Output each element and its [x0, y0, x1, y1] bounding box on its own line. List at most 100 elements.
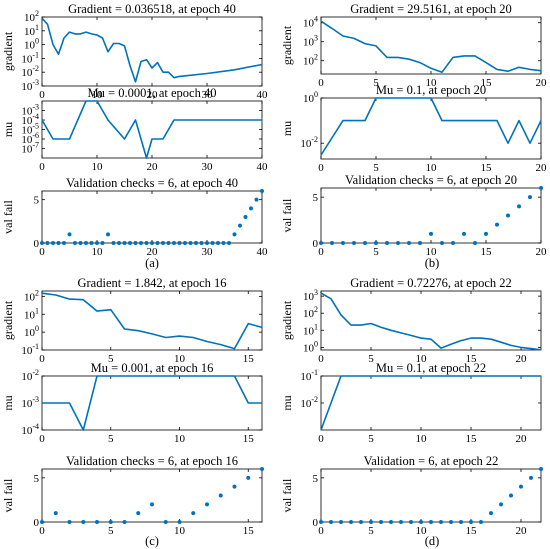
chart-panel-b-2: Mu = 0.1, at epoch 20 mu 0 5 10 15 20 100 10-2 [280, 83, 547, 174]
data-point [232, 484, 237, 489]
series-line [320, 292, 542, 351]
x-tick-label: 0 [318, 77, 324, 89]
chart-title: Mu = 0.001, at epoch 16 [91, 361, 214, 375]
x-tick-label: 0 [318, 525, 324, 537]
data-point [172, 241, 176, 245]
x-tick-label: 10 [426, 162, 438, 174]
data-point [205, 241, 209, 245]
x-tick-label: 10 [174, 353, 186, 365]
y-axis-label: val fail [280, 478, 294, 512]
x-tick-label: 20 [536, 246, 548, 258]
data-point [183, 241, 187, 245]
chart-title: Validation checks = 6, at epoch 20 [345, 173, 517, 187]
axes-box [41, 16, 263, 87]
chart-panel-b-3: Validation checks = 6, at epoch 20 val fa… [280, 173, 547, 258]
axes-box [41, 468, 263, 523]
y-tick-label: 5 [34, 195, 40, 207]
y-tick-label: 102 [24, 9, 39, 24]
data-point [210, 241, 215, 245]
x-tick-label: 0 [318, 246, 324, 258]
x-tick-label: 10 [92, 246, 104, 258]
data-point [73, 241, 77, 245]
x-tick-label: 0 [39, 246, 45, 258]
data-point [385, 241, 389, 245]
x-tick-label: 5 [368, 525, 374, 537]
data-point [529, 475, 533, 480]
data-point [341, 241, 345, 245]
y-axis-label: val fail [280, 198, 294, 232]
chart-title: Mu = 0.1, at epoch 22 [376, 361, 486, 375]
data-point [161, 241, 165, 245]
y-tick-label: 100 [24, 37, 39, 52]
data-point [144, 241, 149, 245]
data-point [205, 502, 209, 507]
axes-box [41, 190, 263, 244]
x-tick-label: 0 [39, 525, 45, 537]
x-tick-label: 0 [39, 161, 45, 173]
x-tick-label: 20 [516, 433, 528, 445]
y-tick-label: 103 [303, 288, 318, 303]
x-tick-label: 0 [39, 353, 45, 365]
x-tick-label: 10 [416, 353, 428, 365]
y-tick-label: 10-1 [21, 342, 39, 357]
x-tick-label: 30 [202, 161, 214, 173]
data-point [136, 511, 141, 516]
data-point [191, 511, 196, 516]
chart-title: Mu = 0.1, at epoch 20 [376, 83, 486, 97]
x-tick-label: 30 [202, 89, 214, 101]
data-point [489, 511, 493, 516]
data-point [479, 520, 483, 524]
y-axis-label: gradient [1, 300, 15, 340]
y-tick-label: 100 [24, 324, 39, 339]
chart-panel-d-2: Mu = 0.1, at epoch 22 mu 0 5 10 15 20 10-1 10-2 [280, 361, 542, 445]
y-tick-label: 102 [303, 305, 318, 320]
data-point [359, 520, 363, 524]
x-tick-label: 15 [481, 162, 493, 174]
series-line [320, 97, 542, 156]
y-tick-label: 5 [34, 473, 40, 485]
y-tick-label: 10-2 [300, 135, 318, 150]
y-tick-label: 10-1 [300, 368, 318, 383]
x-tick-label: 15 [243, 525, 255, 537]
y-tick-label: 101 [24, 23, 39, 38]
data-point [539, 186, 543, 190]
series-line [41, 100, 262, 159]
data-point [396, 241, 400, 245]
chart-panel-a-1: Gradient = 0.036518, at epoch 40 gradient… [1, 2, 268, 101]
x-tick-label: 0 [318, 433, 324, 445]
chart-panel-c-3: Validation checks = 6, at epoch 16 val fa… [1, 454, 264, 537]
y-tick-label: 101 [303, 322, 318, 337]
panel-label: (c) [145, 534, 159, 548]
chart-title: Gradient = 1.842, at epoch 16 [77, 276, 226, 290]
data-point [519, 484, 523, 489]
data-point [429, 520, 433, 524]
data-point [216, 241, 220, 245]
x-tick-label: 20 [516, 525, 528, 537]
chart-panel-d-1: Gradient = 0.72276, at epoch 22 gradient 0… [280, 276, 542, 365]
data-point [139, 241, 143, 245]
data-point [177, 520, 182, 524]
data-point [122, 241, 127, 245]
axes-box [41, 100, 263, 159]
axes-box [320, 290, 542, 351]
y-tick-label: 10-4 [21, 422, 39, 437]
data-point [67, 232, 72, 237]
data-point [459, 520, 463, 524]
data-point [122, 520, 127, 524]
x-tick-label: 40 [257, 161, 269, 173]
x-tick-label: 10 [416, 525, 428, 537]
chart-title: Validation checks = 6, at epoch 40 [66, 176, 238, 190]
x-tick-label: 30 [202, 246, 214, 258]
y-axis-label: gradient [1, 31, 15, 71]
data-point [451, 241, 455, 245]
y-tick-label: 0 [34, 238, 40, 250]
data-point [363, 241, 367, 245]
x-tick-label: 0 [39, 433, 45, 445]
data-point [329, 520, 333, 524]
y-tick-label: 104 [303, 15, 318, 30]
x-tick-label: 15 [243, 353, 255, 365]
data-point [399, 520, 403, 524]
data-point [51, 241, 55, 245]
data-point [349, 520, 353, 524]
data-point [78, 241, 83, 245]
